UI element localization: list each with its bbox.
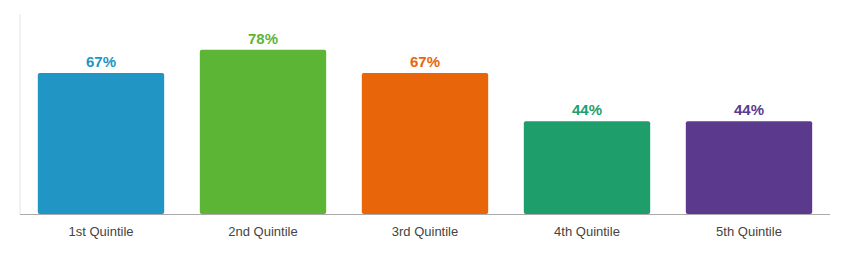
bar <box>362 73 488 214</box>
x-tick-label: 3rd Quintile <box>392 224 458 239</box>
data-label: 78% <box>248 30 278 47</box>
data-label: 67% <box>86 53 116 70</box>
x-tick-label: 4th Quintile <box>554 224 620 239</box>
x-tick-labels: 1st Quintile 2nd Quintile 3rd Quintile 4th … <box>68 224 781 239</box>
x-tick-label: 1st Quintile <box>68 224 133 239</box>
x-tick-label: 5th Quintile <box>716 224 782 239</box>
data-label: 67% <box>410 53 440 70</box>
bar <box>686 121 812 214</box>
x-axis-line <box>20 214 830 215</box>
bar <box>200 50 326 214</box>
y-axis-line <box>20 14 21 214</box>
bars <box>38 50 812 214</box>
chart-svg: 67% 78% 67% 44% 44% 1st Quintile 2nd Quintile 3… <box>0 0 850 258</box>
chart-container: 67% 78% 67% 44% 44% 1st Quintile 2nd Quintile 3… <box>0 0 850 258</box>
x-tick-label: 2nd Quintile <box>228 224 297 239</box>
data-labels: 67% 78% 67% 44% 44% <box>86 30 764 119</box>
data-label: 44% <box>734 101 764 118</box>
bar <box>524 121 650 214</box>
data-label: 44% <box>572 101 602 118</box>
bar <box>38 73 164 214</box>
